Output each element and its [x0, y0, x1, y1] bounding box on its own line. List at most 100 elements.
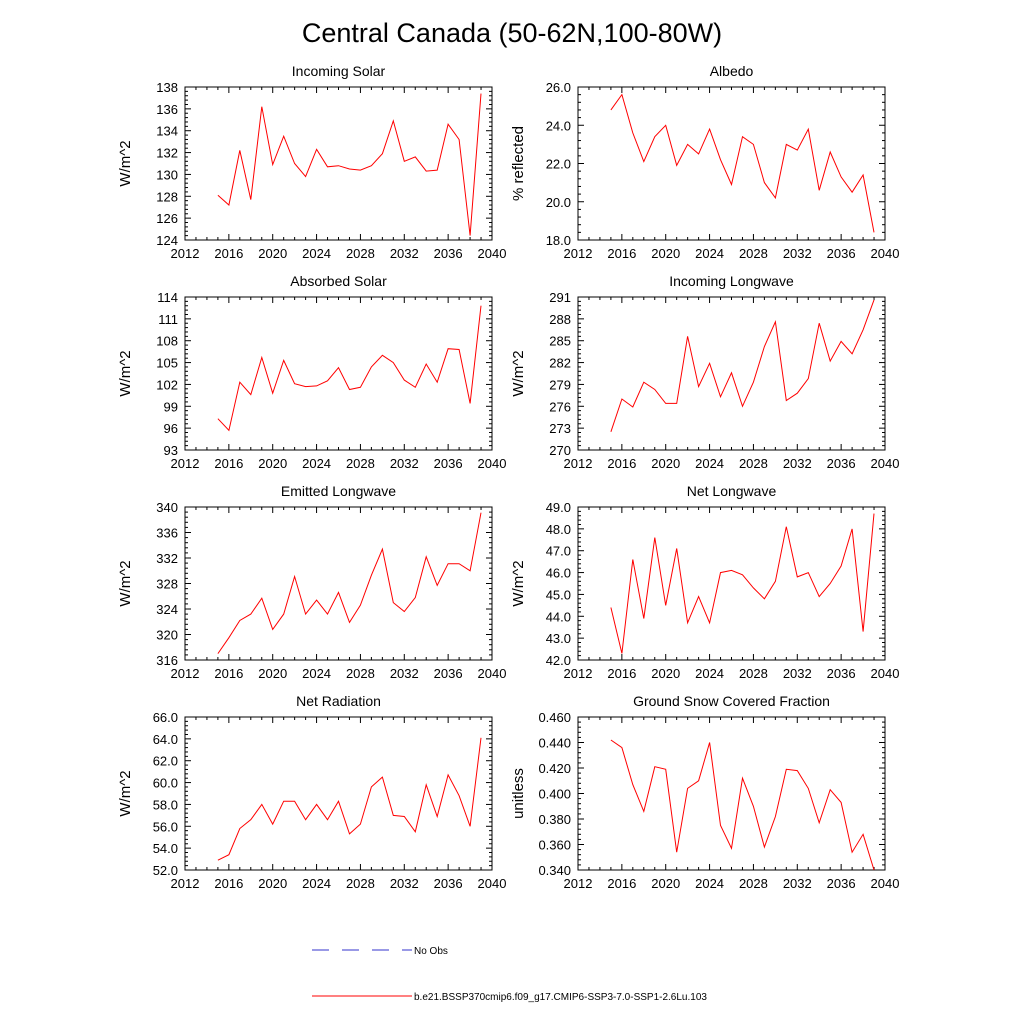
x-tick-label: 2036 [827, 456, 856, 471]
x-tick-label: 2016 [214, 246, 243, 261]
y-tick-label: 282 [549, 356, 571, 371]
x-tick-label: 2028 [739, 666, 768, 681]
x-tick-label: 2016 [607, 456, 636, 471]
y-axis-label: W/m^2 [510, 560, 527, 606]
y-tick-label: 52.0 [153, 863, 178, 878]
y-tick-label: 93 [164, 443, 178, 458]
chart-panel-6: Net Longwave W/m^2 2012 2016 2020 2024 2028 203… [510, 483, 899, 681]
series-line [610, 299, 875, 432]
x-tick-label: 2040 [478, 246, 507, 261]
y-tick-label: 124 [156, 233, 178, 248]
panel-title: Absorbed Solar [290, 273, 387, 289]
y-tick-label: 0.340 [538, 863, 571, 878]
y-tick-label: 99 [164, 399, 178, 414]
y-tick-label: 44.0 [546, 609, 571, 624]
y-tick-label: 42.0 [546, 653, 571, 668]
page-title: Central Canada (50-62N,100-80W) [302, 18, 722, 48]
y-tick-label: 58.0 [153, 797, 178, 812]
x-tick-label: 2024 [695, 456, 724, 471]
y-tick-label: 0.360 [538, 838, 571, 853]
x-tick-label: 2024 [302, 876, 331, 891]
y-tick-label: 276 [549, 399, 571, 414]
x-tick-label: 2028 [739, 876, 768, 891]
x-tick-label: 2020 [651, 876, 680, 891]
y-tick-label: 22.0 [546, 157, 571, 172]
y-tick-label: 62.0 [153, 754, 178, 769]
x-tick-label: 2016 [607, 666, 636, 681]
y-tick-label: 105 [156, 356, 178, 371]
plot-frame [577, 86, 886, 241]
y-tick-label: 0.440 [538, 736, 571, 751]
y-tick-label: 128 [156, 189, 178, 204]
x-tick-label: 2020 [258, 876, 287, 891]
x-tick-label: 2020 [651, 666, 680, 681]
x-tick-label: 2028 [346, 666, 375, 681]
x-tick-label: 2036 [434, 246, 463, 261]
y-tick-label: 108 [156, 334, 178, 349]
x-tick-label: 2016 [214, 666, 243, 681]
x-tick-label: 2040 [478, 876, 507, 891]
y-tick-label: 279 [549, 377, 571, 392]
panel-grid: Incoming Solar W/m^2 2012 2016 2020 2024 2028 2… [117, 63, 899, 891]
chart-panel-4: Incoming Longwave W/m^2 2012 2016 2020 2024 20… [510, 273, 899, 471]
x-tick-label: 2016 [214, 456, 243, 471]
legend-obs-label: No Obs [414, 946, 448, 957]
x-tick-label: 2024 [695, 246, 724, 261]
y-tick-label: 138 [156, 80, 178, 95]
y-tick-label: 46.0 [546, 566, 571, 581]
panel-title: Incoming Longwave [669, 273, 794, 289]
x-tick-label: 2036 [827, 666, 856, 681]
y-tick-label: 47.0 [546, 544, 571, 559]
y-tick-label: 64.0 [153, 732, 178, 747]
y-tick-label: 49.0 [546, 500, 571, 515]
x-tick-label: 2020 [258, 666, 287, 681]
y-tick-label: 332 [156, 551, 178, 566]
y-tick-label: 136 [156, 102, 178, 117]
x-tick-label: 2016 [607, 246, 636, 261]
panel-title: Net Longwave [687, 483, 777, 499]
y-tick-label: 54.0 [153, 841, 178, 856]
x-tick-label: 2040 [478, 456, 507, 471]
x-tick-label: 2032 [390, 666, 419, 681]
legend-model-label: b.e21.BSSP370cmip6.f09_g17.CMIP6-SSP3-7.… [414, 992, 707, 1003]
y-tick-label: 102 [156, 377, 178, 392]
x-tick-label: 2016 [607, 876, 636, 891]
series-line [610, 93, 875, 233]
y-axis-label: W/m^2 [117, 560, 134, 606]
y-axis-label: % reflected [510, 126, 527, 201]
x-tick-label: 2020 [258, 246, 287, 261]
chart-panel-5: Emitted Longwave W/m^2 2012 2016 2020 2024 202… [117, 483, 506, 681]
y-tick-label: 56.0 [153, 819, 178, 834]
series-line [217, 737, 482, 861]
y-axis-label: W/m^2 [117, 770, 134, 816]
panel-title: Ground Snow Covered Fraction [633, 693, 830, 709]
y-tick-label: 291 [549, 290, 571, 305]
x-tick-label: 2024 [695, 876, 724, 891]
y-tick-label: 126 [156, 211, 178, 226]
x-tick-label: 2012 [564, 456, 593, 471]
y-tick-label: 26.0 [546, 80, 571, 95]
x-tick-label: 2024 [302, 246, 331, 261]
y-tick-label: 336 [156, 526, 178, 541]
y-tick-label: 48.0 [546, 522, 571, 537]
x-tick-label: 2028 [739, 246, 768, 261]
plot-frame [184, 506, 493, 661]
y-tick-label: 285 [549, 334, 571, 349]
y-tick-label: 134 [156, 124, 178, 139]
x-tick-label: 2028 [346, 456, 375, 471]
x-tick-label: 2032 [783, 876, 812, 891]
x-tick-label: 2032 [390, 246, 419, 261]
series-line [217, 305, 482, 432]
y-tick-label: 24.0 [546, 118, 571, 133]
x-tick-label: 2024 [302, 666, 331, 681]
plot-frame [184, 296, 493, 451]
y-tick-label: 60.0 [153, 776, 178, 791]
x-tick-label: 2036 [434, 456, 463, 471]
series-line [610, 513, 875, 654]
x-tick-label: 2032 [390, 876, 419, 891]
legend: No Obs b.e21.BSSP370cmip6.f09_g17.CMIP6-… [312, 946, 707, 1003]
x-tick-label: 2024 [695, 666, 724, 681]
y-axis-label: W/m^2 [117, 350, 134, 396]
series-line [217, 512, 482, 654]
